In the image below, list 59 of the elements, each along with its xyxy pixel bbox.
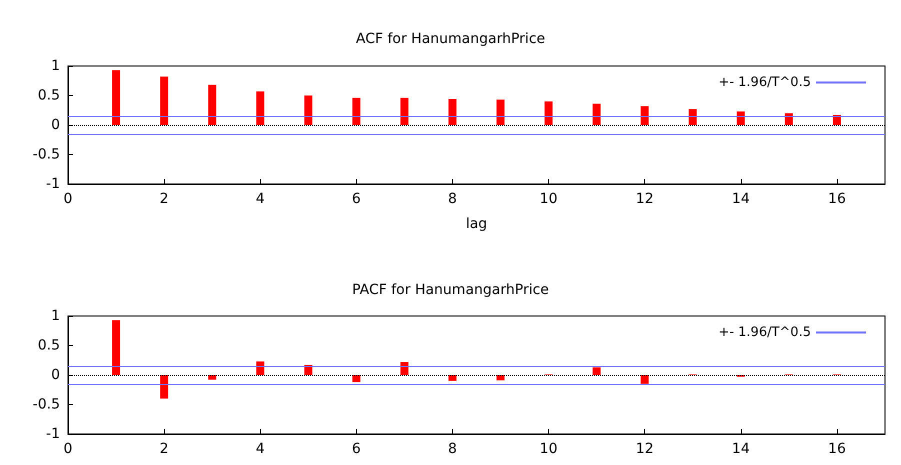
bar	[448, 99, 456, 125]
y-tick-label: 0.5	[38, 338, 60, 354]
x-tick-label: 2	[160, 191, 169, 207]
y-tick-label: 0	[51, 367, 60, 383]
bar	[400, 98, 408, 125]
x-tick-label: 0	[64, 441, 72, 457]
y-tick-label: -1	[46, 176, 60, 192]
bar	[592, 367, 601, 375]
x-tick-label: 8	[448, 191, 457, 207]
bar	[160, 375, 168, 399]
x-tick-label: 6	[352, 441, 361, 457]
x-tick-label: 16	[828, 191, 846, 207]
bar	[112, 320, 120, 375]
bar	[256, 91, 264, 125]
bar	[640, 375, 649, 384]
x-tick-label: 14	[732, 191, 750, 207]
bar	[448, 375, 456, 381]
legend-label: +- 1.96/T^0.5	[718, 325, 811, 340]
bar	[304, 364, 312, 375]
x-tick-label: 8	[448, 441, 457, 457]
y-tick-label: -0.5	[32, 396, 60, 412]
bar	[784, 113, 793, 125]
bar	[496, 100, 505, 125]
x-tick-label: 0	[64, 191, 72, 207]
x-tick-label: 16	[828, 441, 846, 457]
bar	[592, 104, 601, 125]
x-axis-title: lag	[466, 216, 488, 232]
bar	[688, 109, 697, 125]
bar	[832, 114, 841, 125]
x-tick-label: 6	[352, 191, 361, 207]
y-tick-label: 0	[51, 117, 60, 133]
bar	[160, 76, 168, 125]
y-tick-label: -1	[46, 426, 60, 442]
chart-title: ACF for HanumangarhPrice	[356, 31, 546, 47]
x-tick-label: 12	[636, 191, 654, 207]
bar	[304, 96, 312, 125]
y-tick-label: -0.5	[32, 146, 60, 162]
bar	[208, 84, 216, 125]
x-tick-label: 14	[732, 441, 750, 457]
x-tick-label: 12	[636, 441, 654, 457]
bar	[544, 101, 553, 125]
bar	[400, 362, 408, 375]
y-tick-label: 0.5	[38, 88, 60, 104]
x-tick-label: 4	[256, 441, 265, 457]
x-tick-label: 10	[540, 441, 558, 457]
chart-title: PACF for HanumangarhPrice	[352, 282, 549, 298]
y-tick-label: 1	[51, 58, 60, 74]
y-tick-label: 1	[51, 308, 60, 324]
bar	[352, 98, 360, 125]
legend-label: +- 1.96/T^0.5	[718, 75, 811, 90]
bar	[352, 375, 360, 382]
bar	[736, 111, 745, 125]
bar	[640, 106, 649, 125]
bar	[496, 375, 505, 380]
x-tick-label: 4	[256, 191, 265, 207]
x-tick-label: 2	[160, 441, 169, 457]
bar	[112, 70, 120, 125]
bar	[256, 361, 264, 375]
x-tick-label: 10	[540, 191, 558, 207]
